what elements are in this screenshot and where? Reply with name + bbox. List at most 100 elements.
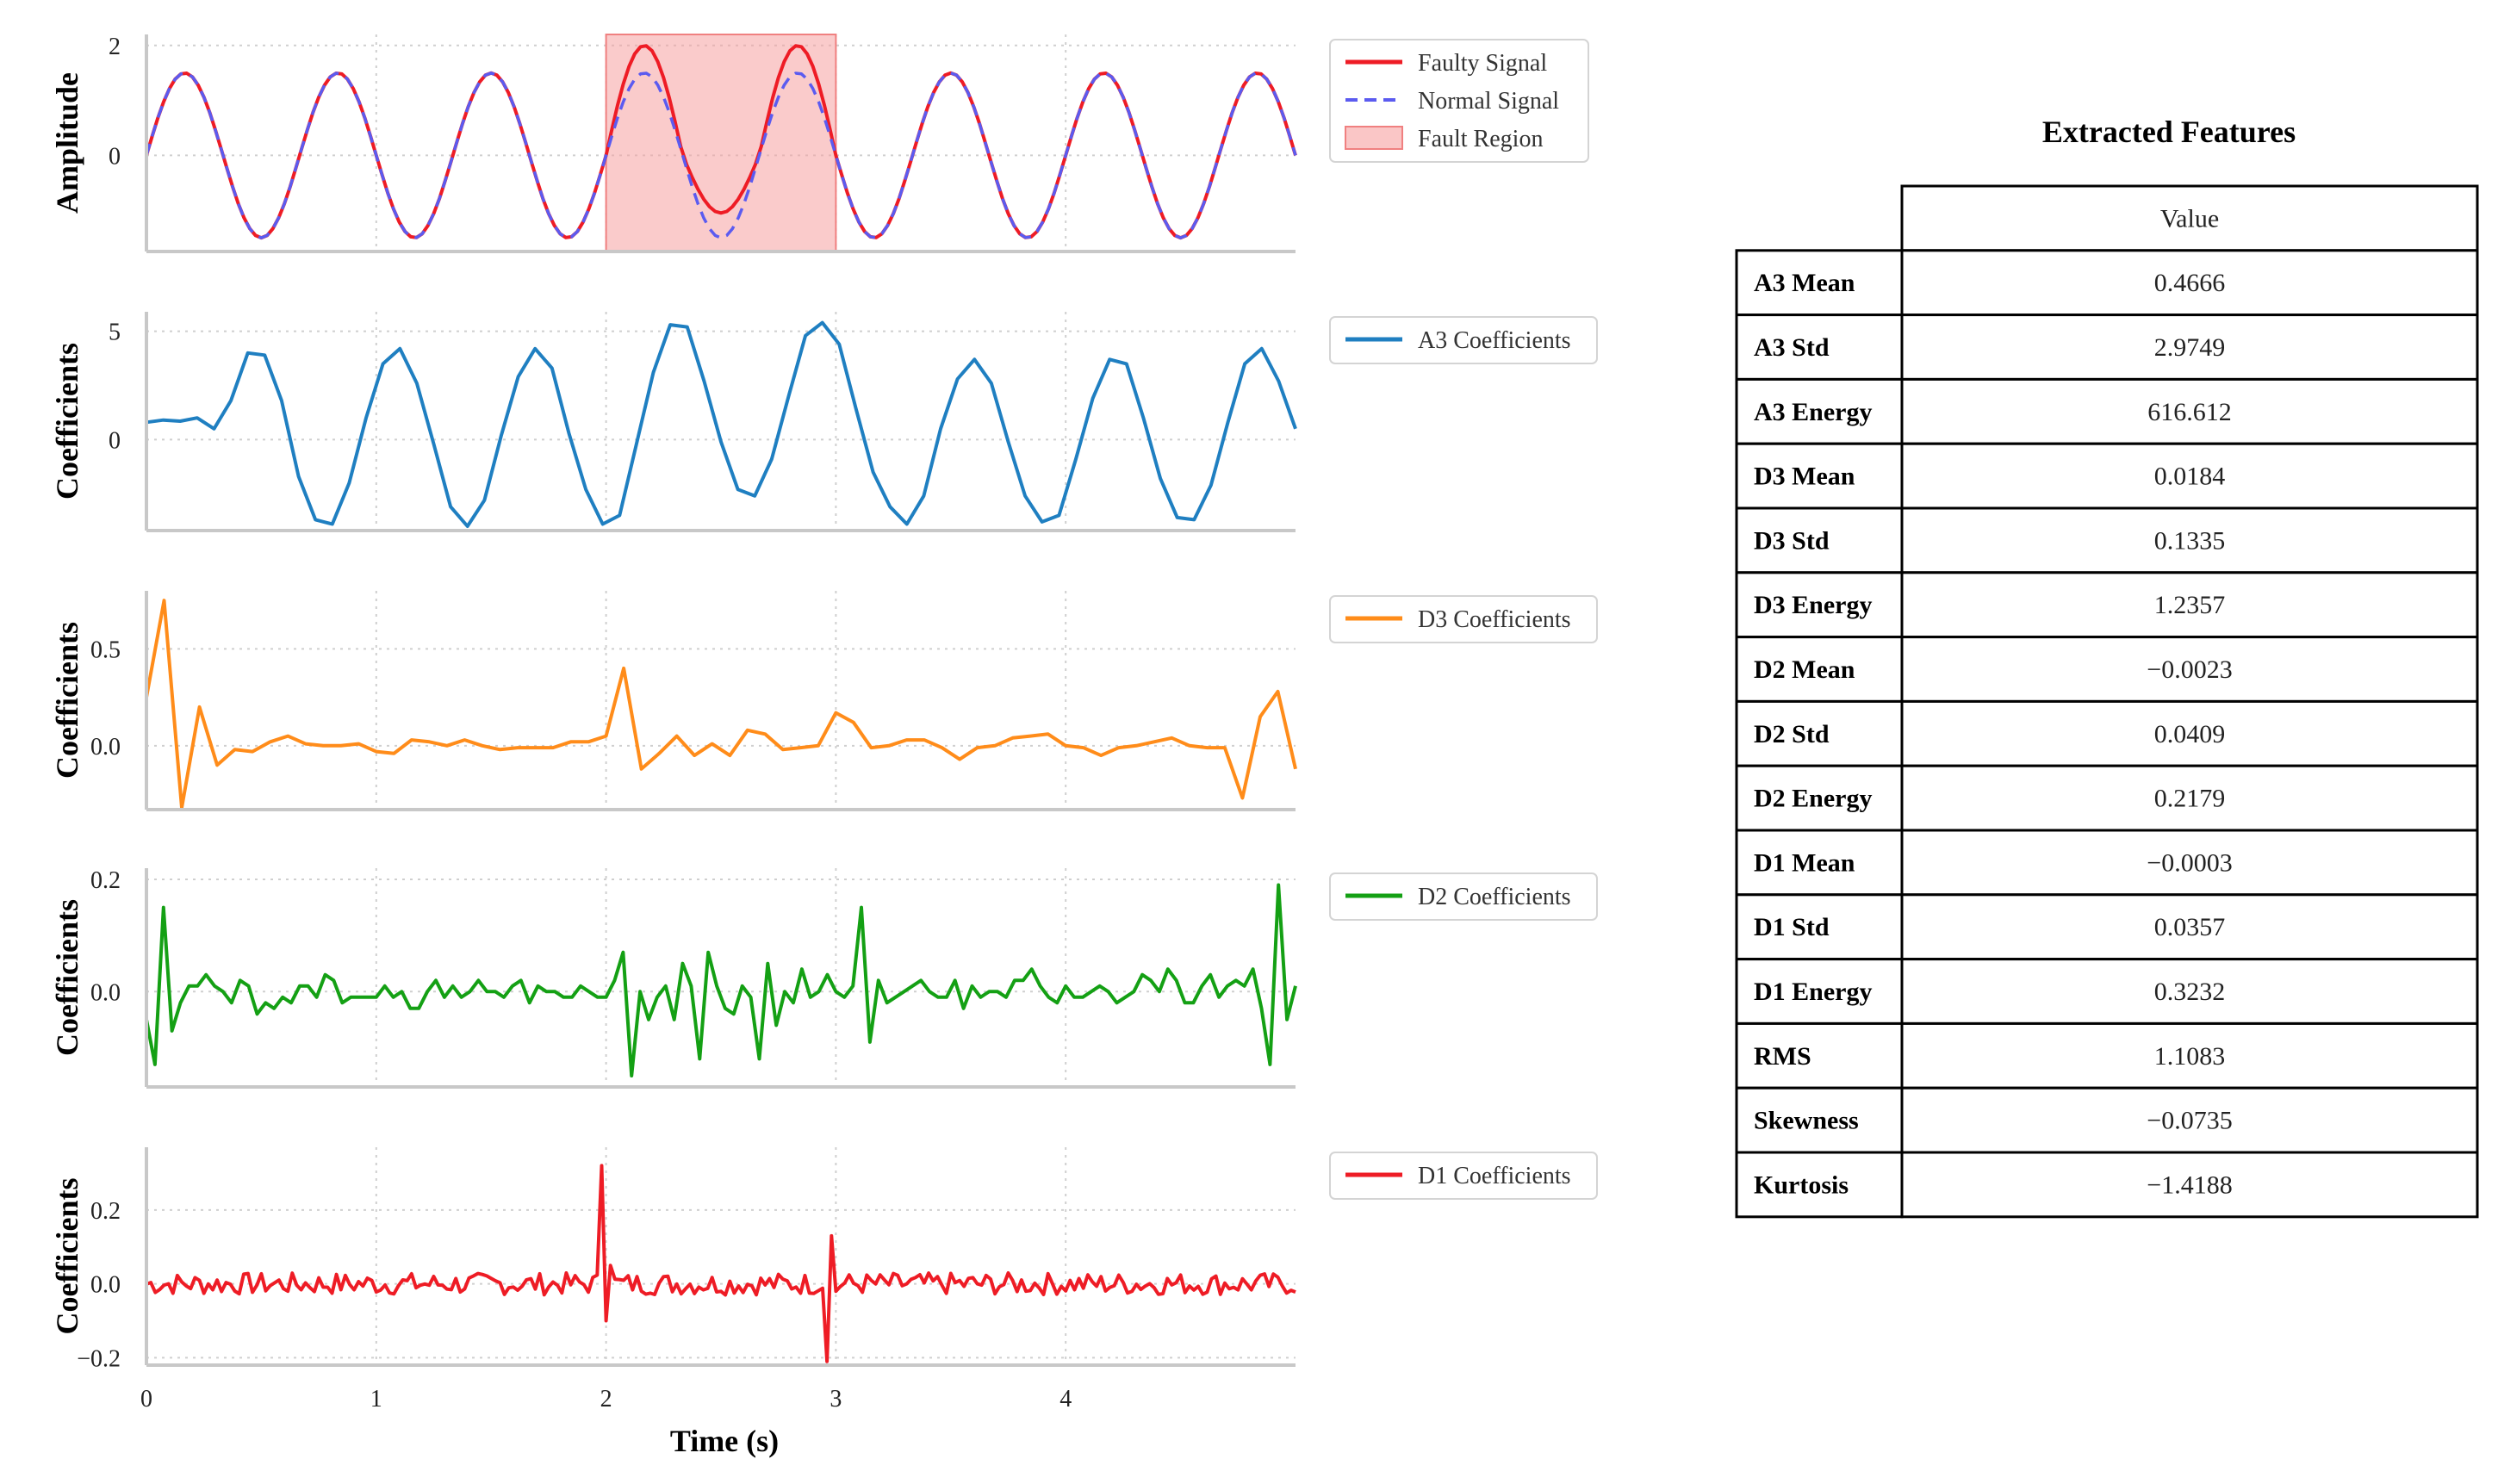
x-tick-label: 3 [830,1386,842,1413]
table-row-name: D3 Std [1754,526,1830,555]
y-tick-label: 0.2 [90,867,121,894]
table-row-value: 0.3232 [2154,978,2226,1006]
y-tick-label: 2 [109,34,121,60]
legend-label: A3 Coefficients [1418,327,1571,354]
table-value-cell [1900,829,2479,897]
table-row-name: D3 Mean [1754,463,1855,491]
features-table: Extracted Features Value A3 Mean 0.4666 A3 S… [1735,115,2479,1219]
x-axis-label: Time (s) [670,1424,779,1458]
table-row-value: 0.2179 [2154,785,2226,813]
table-row-name: D2 Energy [1754,785,1873,813]
table-name-cell [1735,377,1904,445]
table-value-cell [1900,1151,2479,1219]
y-tick-label: 0.0 [90,734,121,761]
y-tick-label: −0.2 [77,1345,121,1372]
y-tick-label: 0.0 [90,1272,121,1299]
table-row-value: −0.0735 [2147,1107,2232,1135]
table-value-cell [1900,958,2479,1025]
y-axis-label: Coefficients [50,899,84,1056]
x-tick-label: 4 [1059,1386,1072,1413]
legend: Faulty Signal Normal Signal Fault Region [1329,39,1589,163]
legend: D3 Coefficients [1329,595,1598,643]
legend-label: Fault Region [1418,126,1543,152]
table-value-cell [1900,764,2479,832]
table-value-cell [1900,699,2479,767]
fault-region [605,34,837,252]
table-header-cell [1900,184,2479,252]
table-row-value: −0.0023 [2147,655,2232,684]
table-row-name: A3 Mean [1754,269,1855,297]
table-value-cell [1900,571,2479,639]
legend-label: D1 Coefficients [1418,1163,1571,1189]
x-tick-label: 0 [140,1386,152,1413]
legend-box [1329,316,1598,364]
legend-label: D3 Coefficients [1418,606,1571,633]
y-tick-label: 0 [109,143,121,170]
x-tick-label: 1 [370,1386,382,1413]
y-tick-label: 5 [109,320,121,346]
y-axis-label: Coefficients [50,1178,84,1335]
table-name-cell [1735,829,1904,897]
table-row-value: 1.1083 [2154,1042,2226,1071]
table-row-name: D2 Mean [1754,655,1855,684]
table-value-cell [1900,506,2479,574]
table-row-name: D2 Std [1754,720,1830,748]
table-name-cell [1735,764,1904,832]
table-name-cell [1735,699,1904,767]
series-line-d3-coefficients [145,599,1297,810]
table-row-value: −0.0003 [2147,848,2232,877]
y-tick-label: 0.0 [90,979,121,1006]
legend: A3 Coefficients [1329,316,1598,364]
table-title: Extracted Features [2042,115,2296,149]
table-row-name: D1 Energy [1754,978,1873,1006]
table-row-value: 0.0409 [2154,720,2226,748]
legend-box [1329,595,1598,643]
table-row-name: Kurtosis [1754,1170,1849,1199]
y-tick-label: 0.5 [90,636,121,663]
table-value-cell [1900,442,2479,510]
legend: D2 Coefficients [1329,872,1598,921]
panel-2: 0 5 Coefficients A3 Coefficients [50,312,1598,532]
table-row-name: D3 Energy [1754,591,1873,619]
legend-swatch [1345,126,1403,150]
table-row-value: 0.0184 [2154,463,2226,491]
table-row-name: RMS [1754,1042,1811,1071]
table-value-cell [1900,1086,2479,1154]
legend-label: Normal Signal [1418,88,1559,115]
table-row-value: 0.1335 [2154,526,2226,555]
y-axis-label: Coefficients [50,622,84,779]
table-row-name: A3 Energy [1754,398,1873,426]
x-tick-label: 2 [600,1386,612,1413]
table-row-value: 616.612 [2147,398,2232,426]
legend-box [1329,1152,1598,1200]
table-row-name: D1 Std [1754,913,1830,941]
legend: D1 Coefficients [1329,1152,1598,1200]
legend-label: Faulty Signal [1418,50,1547,77]
table-row-name: D1 Mean [1754,848,1855,877]
legend-box [1329,872,1598,921]
table-value-cell [1900,377,2479,445]
series-line-d1-coefficients [146,1164,1296,1363]
table-name-cell [1735,314,1904,381]
y-axis-label: Coefficients [50,343,84,500]
series-line-d2-coefficients [145,883,1297,1077]
y-axis-label: Amplitude [50,72,84,214]
table-name-cell [1735,571,1904,639]
y-tick-label: 0.2 [90,1198,121,1225]
table-row-name: Skewness [1754,1107,1859,1135]
table-row-value: 0.4666 [2154,269,2226,297]
table-name-cell [1735,506,1904,574]
table-row-value: −1.4188 [2147,1170,2232,1199]
series-line-a3-coefficients [146,320,1297,528]
table-value-cell [1900,249,2479,317]
table-header-label: Value [2160,204,2219,233]
legend-label: D2 Coefficients [1418,884,1571,910]
table-name-cell [1735,249,1904,317]
table-row-name: A3 Std [1754,333,1830,362]
table-row-value: 1.2357 [2154,591,2226,619]
